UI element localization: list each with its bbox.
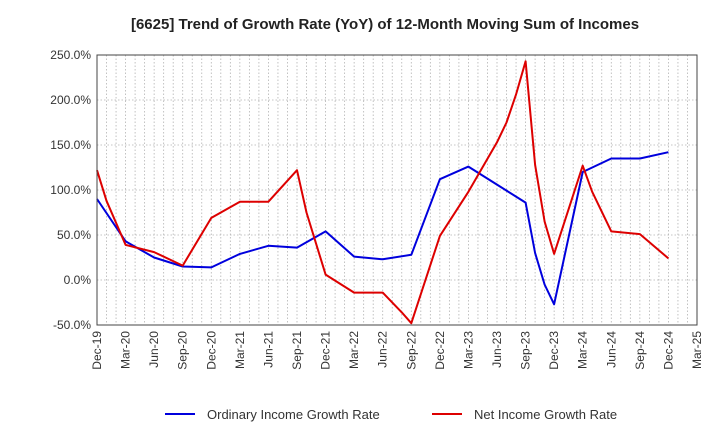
plot-frame bbox=[96, 54, 698, 326]
x-tick-label: Sep-23 bbox=[519, 331, 533, 370]
x-tick-label: Mar-21 bbox=[233, 331, 247, 369]
x-tick-label: Jun-21 bbox=[261, 331, 275, 368]
x-axis-ticks: Dec-19 Mar-20 Jun-20 Sep-20 Dec-20 Mar-21 Jun-… bbox=[90, 331, 704, 370]
x-tick-label: Jun-24 bbox=[604, 331, 618, 368]
x-tick-label: Sep-22 bbox=[404, 331, 418, 370]
legend-label: Ordinary Income Growth Rate bbox=[207, 407, 380, 422]
x-tick-label: Dec-24 bbox=[661, 331, 675, 370]
x-tick-label: Dec-20 bbox=[204, 331, 218, 370]
x-tick-label: Jun-23 bbox=[490, 331, 504, 368]
x-tick-label: Sep-21 bbox=[290, 331, 304, 370]
y-tick-label: 250.0% bbox=[50, 48, 91, 62]
x-tick-label: Dec-22 bbox=[433, 331, 447, 370]
y-tick-label: 100.0% bbox=[50, 183, 91, 197]
y-tick-label: 150.0% bbox=[50, 138, 91, 152]
grid bbox=[96, 54, 698, 326]
x-tick-label: Mar-23 bbox=[461, 331, 475, 369]
x-tick-label: Sep-24 bbox=[633, 331, 647, 370]
chart-title: [6625] Trend of Growth Rate (YoY) of 12-… bbox=[131, 16, 639, 33]
x-tick-label: Dec-23 bbox=[547, 331, 561, 370]
x-tick-label: Mar-22 bbox=[347, 331, 361, 369]
legend-label: Net Income Growth Rate bbox=[474, 407, 617, 422]
series-line-ordinary-income bbox=[96, 151, 669, 306]
x-tick-label: Jun-22 bbox=[376, 331, 390, 368]
y-tick-label: 0.0% bbox=[64, 273, 92, 287]
y-tick-label: 50.0% bbox=[57, 228, 91, 242]
y-axis-ticks: -50.0% 0.0% 50.0% 100.0% 150.0% 200.0% 250.0% bbox=[50, 48, 91, 332]
legend: Ordinary Income Growth Rate Net Income Gr… bbox=[165, 407, 617, 422]
y-tick-label: -50.0% bbox=[53, 318, 91, 332]
x-tick-label: Mar-20 bbox=[119, 331, 133, 369]
x-tick-label: Mar-25 bbox=[690, 331, 704, 369]
y-tick-label: 200.0% bbox=[50, 93, 91, 107]
x-tick-label: Sep-20 bbox=[176, 331, 190, 370]
x-tick-label: Jun-20 bbox=[147, 331, 161, 368]
series-line-net-income bbox=[96, 60, 670, 325]
x-tick-label: Dec-19 bbox=[90, 331, 104, 370]
x-tick-label: Dec-21 bbox=[319, 331, 333, 370]
series-lines bbox=[96, 60, 670, 325]
x-tick-label: Mar-24 bbox=[576, 331, 590, 369]
